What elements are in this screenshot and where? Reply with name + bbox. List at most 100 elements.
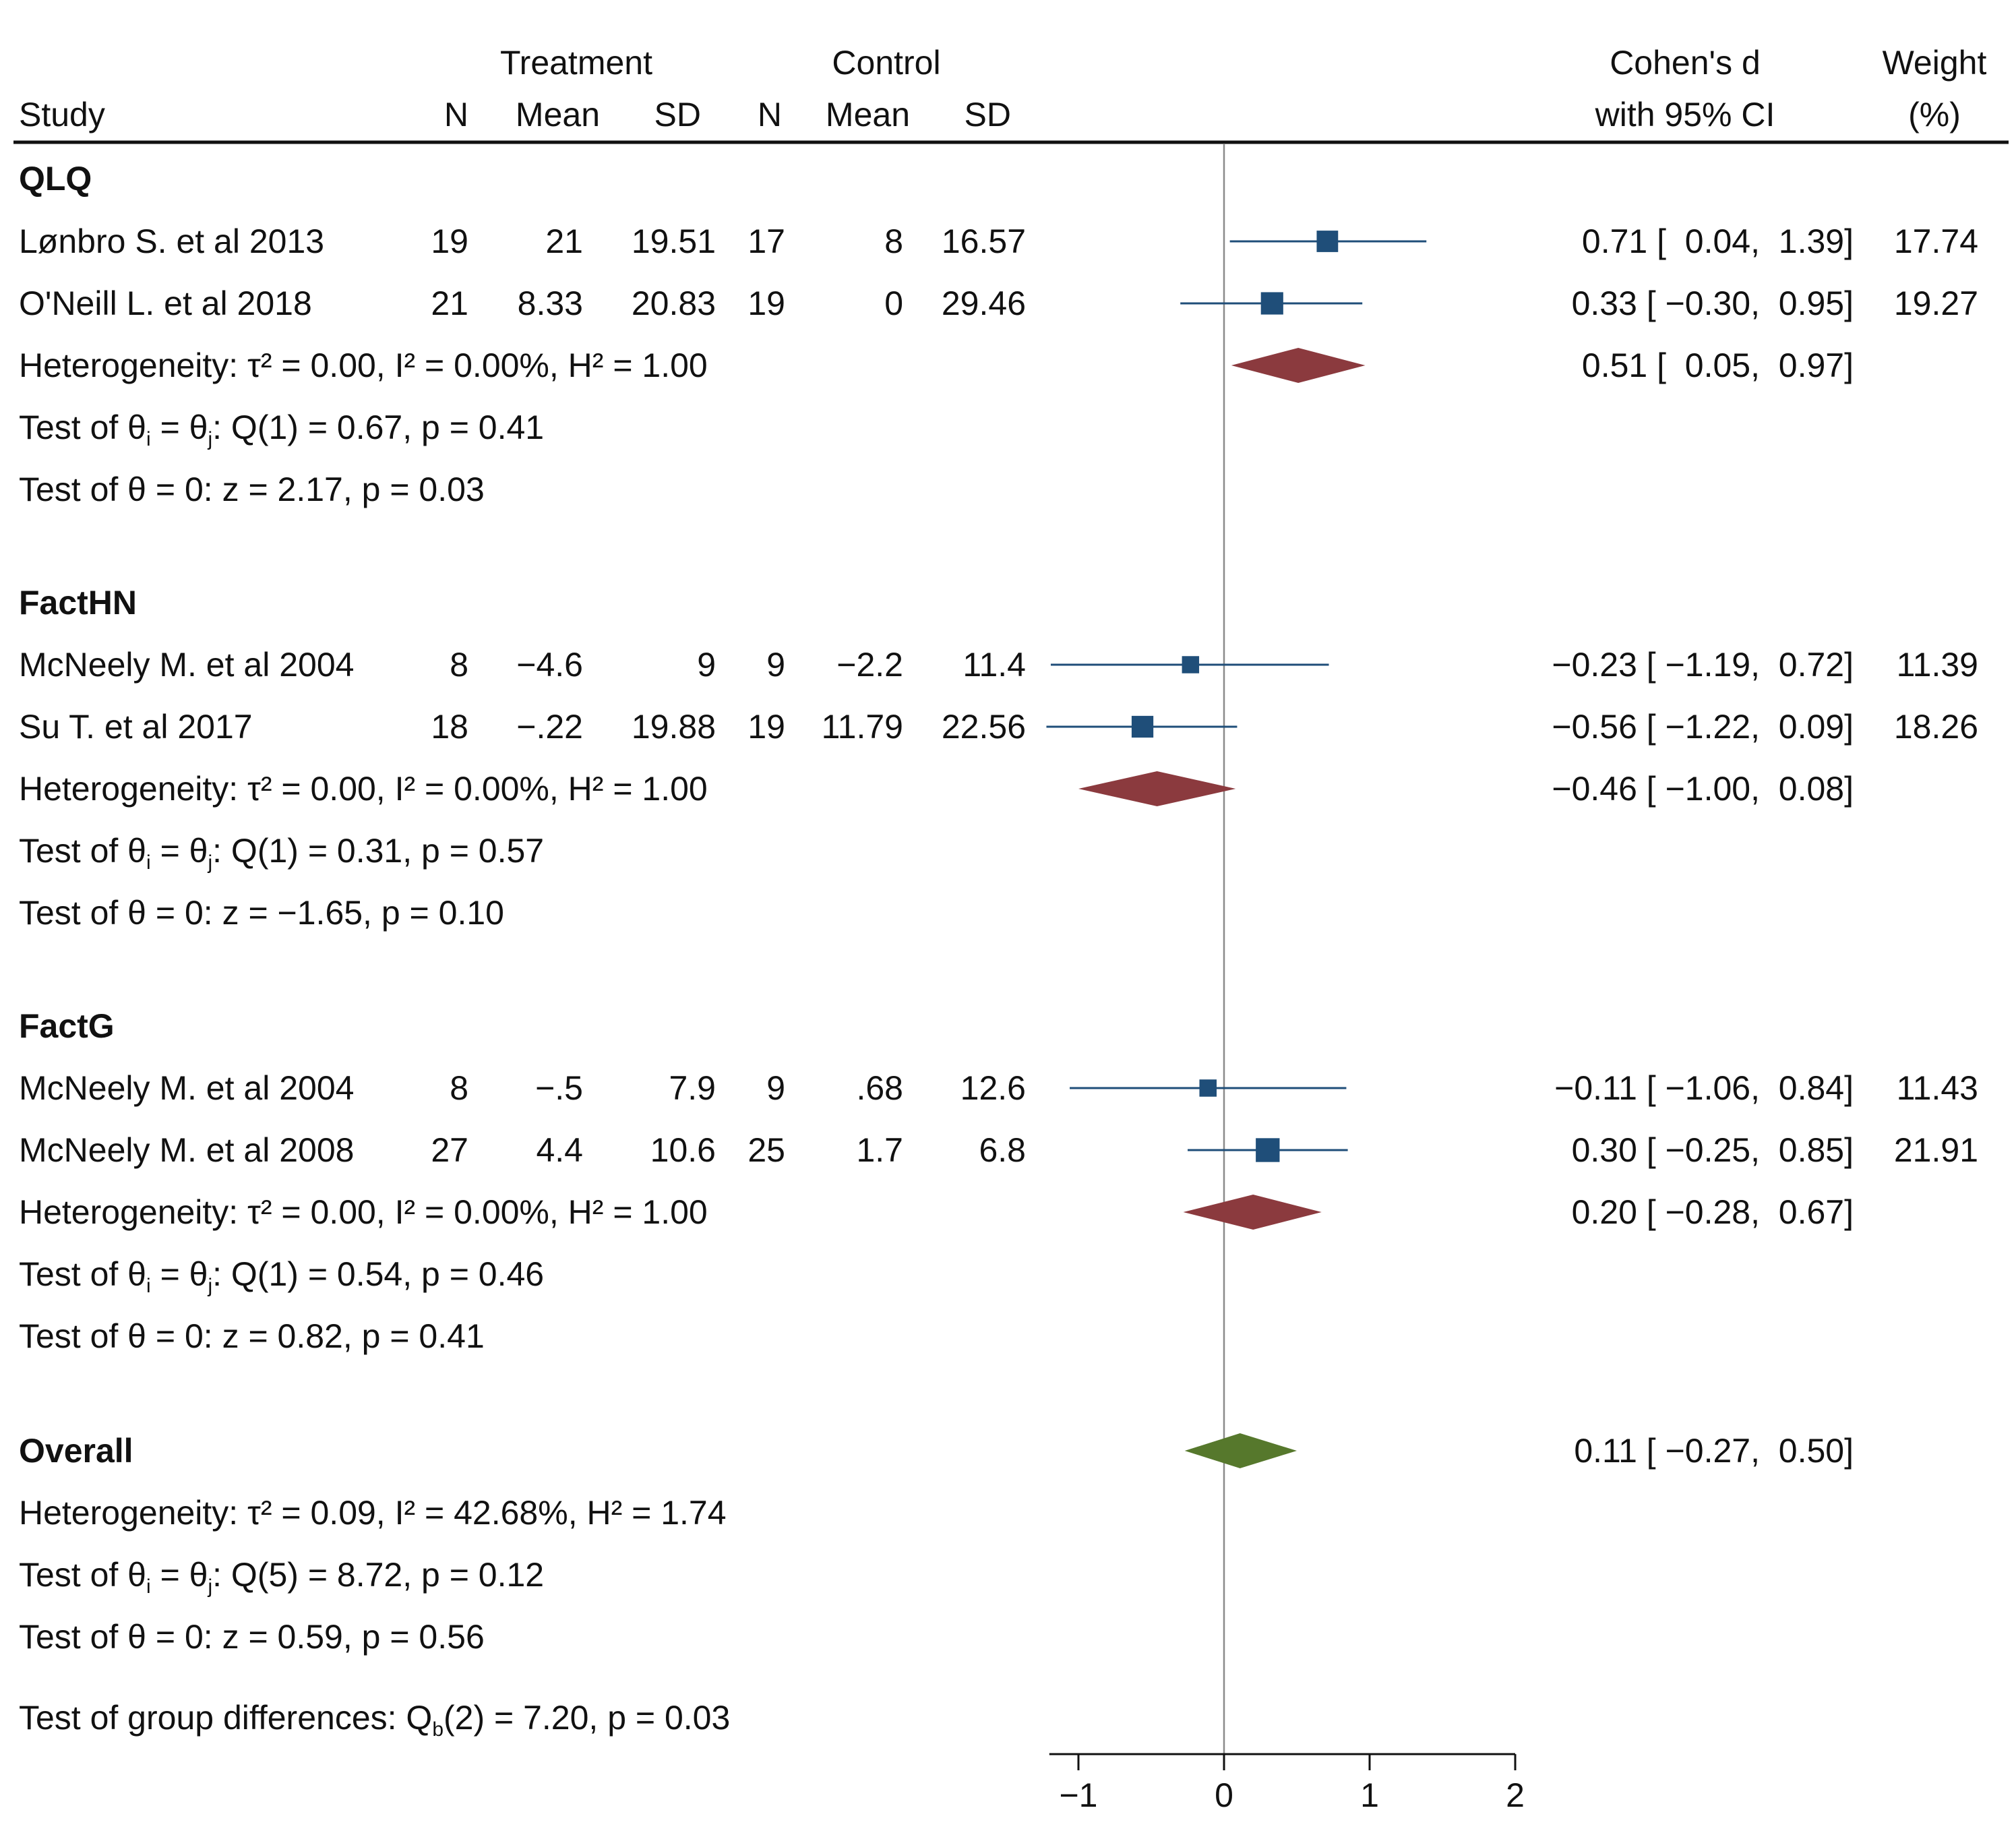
overall-diamond [1184, 1433, 1297, 1468]
study-header: Study [19, 96, 105, 133]
control-n: 19 [747, 284, 785, 322]
treatment-mean: 8.33 [517, 284, 583, 322]
control-mean: 11.79 [821, 708, 903, 746]
group-title: QLQ [19, 160, 92, 198]
overall-effect-ci: 0.11 [ −0.27, 0.50] [1574, 1432, 1854, 1470]
overall-heterogeneity-row: Heterogeneity: τ² = 0.09, I² = 42.68%, H… [19, 1493, 727, 1533]
control-mean-header: Mean [825, 96, 910, 133]
study-name: McNeely M. et al 2004 [19, 646, 355, 684]
test-label: Test of θ [19, 832, 146, 870]
x-tick-label: 1 [1360, 1776, 1379, 1814]
control-sd: 11.4 [963, 646, 1026, 684]
test-label: Test of θ [19, 1255, 146, 1293]
effect-test: Test of θ = 0: z = 0.82, p = 0.41 [19, 1317, 485, 1355]
control-mean: .68 [856, 1069, 903, 1107]
test-result: : Q(1) = 0.67, p = 0.41 [212, 409, 545, 446]
treatment-mean-header: Mean [515, 96, 600, 133]
study-name: Su T. et al 2017 [19, 708, 253, 746]
heterogeneity-label: Heterogeneity: [19, 1193, 239, 1231]
test-label: Test of θ [19, 409, 146, 446]
group-differences-test: Test of group differences: Qb(2) = 7.20,… [19, 1697, 731, 1741]
study-weight-square [1199, 1079, 1217, 1097]
test-label: Test of θ [19, 1556, 146, 1594]
group-title: FactG [19, 1007, 115, 1045]
subscript-j: j [208, 428, 213, 450]
study-weight-square [1131, 715, 1154, 738]
effect-header-line2: with 95% CI [1595, 96, 1775, 133]
effect-ci: 0.33 [ −0.30, 0.95] [1571, 284, 1854, 322]
test-equals: = θ [150, 409, 208, 446]
heterogeneity-stats: τ² = 0.00, I² = 0.00%, H² = 1.00 [247, 770, 708, 808]
weight-header-line2: (%) [1908, 96, 1961, 133]
heterogeneity-label: Heterogeneity: [19, 1494, 239, 1532]
weight-value: 21.91 [1893, 1131, 1978, 1169]
treatment-n: 27 [431, 1131, 468, 1169]
test-equals: = θ [150, 1255, 208, 1293]
subscript-i: i [146, 1575, 151, 1598]
control-mean: 1.7 [856, 1131, 903, 1169]
study-weight-square [1182, 656, 1200, 673]
subscript-b: b [432, 1718, 444, 1741]
treatment-mean: 21 [545, 222, 583, 260]
x-tick-label: 0 [1215, 1776, 1233, 1814]
control-n: 9 [766, 1069, 785, 1107]
test-result: : Q(1) = 0.31, p = 0.57 [212, 832, 545, 870]
treatment-mean: −4.6 [516, 646, 583, 684]
test-equals: = θ [150, 832, 208, 870]
effect-test: Test of θ = 0: z = −1.65, p = 0.10 [19, 894, 504, 932]
control-n: 17 [747, 222, 785, 260]
effect-ci: −0.56 [ −1.22, 0.09] [1552, 708, 1854, 746]
treatment-n: 21 [431, 284, 468, 322]
homogeneity-test: Test of θi = θj: Q(1) = 0.67, p = 0.41 [19, 407, 545, 450]
test-equals: = θ [150, 1556, 208, 1594]
control-sd: 22.56 [941, 708, 1026, 746]
treatment-mean: −.22 [516, 708, 583, 746]
pooled-effect-ci: −0.46 [ −1.00, 0.08] [1552, 770, 1854, 808]
subscript-j: j [208, 851, 213, 874]
treatment-sd: 10.6 [650, 1131, 716, 1169]
heterogeneity-label: Heterogeneity: [19, 770, 239, 808]
weight-header-line1: Weight [1882, 44, 1987, 82]
subgroup-diamond [1183, 1195, 1322, 1230]
treatment-sd-header: SD [654, 96, 701, 133]
effect-ci: −0.11 [ −1.06, 0.84] [1554, 1069, 1854, 1107]
weight-value: 11.39 [1896, 646, 1978, 684]
x-tick-label: 2 [1506, 1776, 1525, 1814]
group-diff-result: (2) = 7.20, p = 0.03 [444, 1699, 731, 1737]
study-weight-square [1256, 1138, 1280, 1162]
treatment-n: 8 [450, 1069, 468, 1107]
subscript-j: j [208, 1575, 213, 1598]
heterogeneity-row: Heterogeneity: τ² = 0.00, I² = 0.00%, H²… [19, 345, 708, 386]
treatment-sd: 19.88 [631, 708, 716, 746]
group-title: FactHN [19, 584, 138, 622]
treatment-n: 18 [431, 708, 468, 746]
subscript-j: j [208, 1275, 213, 1297]
treatment-sd: 7.9 [669, 1069, 716, 1107]
heterogeneity-stats: τ² = 0.00, I² = 0.00%, H² = 1.00 [247, 347, 708, 384]
control-header: Control [832, 44, 941, 82]
control-sd: 16.57 [941, 222, 1026, 260]
weight-value: 19.27 [1893, 284, 1978, 322]
control-sd: 29.46 [941, 284, 1026, 322]
study-name: O'Neill L. et al 2018 [19, 284, 312, 322]
treatment-n: 8 [450, 646, 468, 684]
homogeneity-test: Test of θi = θj: Q(1) = 0.31, p = 0.57 [19, 831, 545, 874]
effect-test: Test of θ = 0: z = 2.17, p = 0.03 [19, 471, 485, 508]
treatment-header: Treatment [499, 44, 652, 82]
control-n: 25 [747, 1131, 785, 1169]
subscript-i: i [146, 851, 151, 874]
effect-ci: 0.30 [ −0.25, 0.85] [1571, 1131, 1854, 1169]
study-weight-square [1260, 292, 1283, 315]
effect-ci: 0.71 [ 0.04, 1.39] [1581, 222, 1854, 260]
control-sd: 12.6 [960, 1069, 1026, 1107]
overall-effect-test: Test of θ = 0: z = 0.59, p = 0.56 [19, 1618, 485, 1656]
homogeneity-test: Test of θi = θj: Q(1) = 0.54, p = 0.46 [19, 1254, 544, 1297]
heterogeneity-stats: τ² = 0.00, I² = 0.00%, H² = 1.00 [247, 1193, 708, 1231]
study-weight-square [1316, 231, 1339, 252]
effect-header-line1: Cohen's d [1610, 44, 1761, 82]
heterogeneity-row: Heterogeneity: τ² = 0.00, I² = 0.00%, H²… [19, 769, 708, 809]
test-result: : Q(5) = 8.72, p = 0.12 [212, 1556, 545, 1594]
study-name: Lønbro S. et al 2013 [19, 222, 325, 260]
treatment-sd: 19.51 [631, 222, 716, 260]
x-tick-label: −1 [1059, 1776, 1097, 1814]
